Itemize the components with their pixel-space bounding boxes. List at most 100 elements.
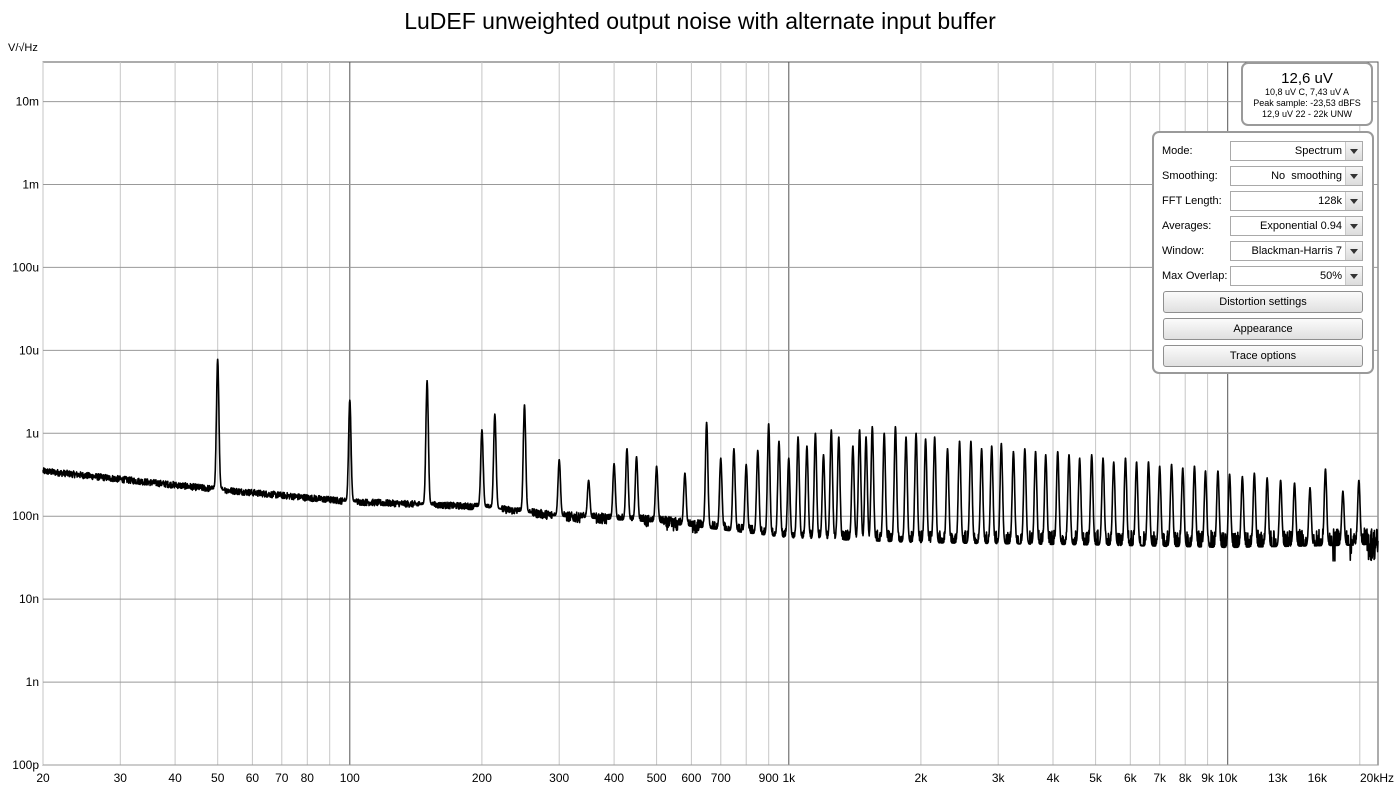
spectrum-peak-point <box>349 399 351 402</box>
spectrum-peak-point <box>1090 454 1093 456</box>
y-axis-unit: V/√Hz <box>8 42 38 54</box>
spectrum-peak-point <box>990 445 993 447</box>
chevron-down-icon[interactable] <box>1345 167 1362 185</box>
spectrum-peak-point <box>1147 461 1150 463</box>
spectrum-peak-point <box>1135 461 1138 463</box>
x-tick-label: 600 <box>681 771 701 785</box>
chevron-down-icon[interactable] <box>1345 192 1362 210</box>
overlap-row: Max Overlap: 50% <box>1162 266 1366 286</box>
spectrum-peak-point <box>814 432 817 435</box>
appearance-button[interactable]: Appearance <box>1163 318 1363 340</box>
spectrum-peak-point <box>1182 467 1184 469</box>
spectrum-peak-point <box>933 436 936 438</box>
x-tick-label: 30 <box>114 771 128 785</box>
x-tick-label: 8k <box>1179 771 1193 785</box>
y-tick-label: 100n <box>12 509 39 523</box>
overlap-label: Max Overlap: <box>1162 270 1228 282</box>
spectrum-peak-point <box>1158 465 1161 468</box>
spectrum-peak-point <box>1342 490 1344 493</box>
x-tick-label: 16k <box>1308 771 1328 785</box>
spectrum-peak-point <box>1000 442 1003 445</box>
spectrum-peak-point <box>778 440 780 443</box>
spectrum-peak-point <box>830 429 833 431</box>
spectrum-peak-point <box>1204 470 1207 472</box>
mode-select[interactable]: Spectrum <box>1230 141 1363 161</box>
overlap-select[interactable]: 50% <box>1230 266 1363 286</box>
x-tick-label: 200 <box>472 771 492 785</box>
spectrum-peak-point <box>1228 473 1231 476</box>
spectrum-peak-point <box>1309 487 1311 489</box>
spectrum-peak-point <box>797 436 799 438</box>
spectrum-peak-point <box>1068 454 1070 456</box>
x-tick-label: 700 <box>711 771 731 785</box>
settings-panel: Mode: Spectrum Smoothing: No smoothing F… <box>1152 131 1374 374</box>
averages-select[interactable]: Exponential 0.94 <box>1230 216 1363 236</box>
spectrum-peak-point <box>613 462 615 465</box>
x-tick-label: 300 <box>549 771 569 785</box>
measurement-readout: 12,6 uV 10,8 uV C, 7,43 uV A Peak sample… <box>1241 62 1373 126</box>
spectrum-peak-point <box>852 445 854 447</box>
spectrum-peak-point <box>635 456 638 458</box>
x-tick-label: 400 <box>604 771 624 785</box>
chevron-down-icon[interactable] <box>1345 142 1362 160</box>
spectrum-peak-point <box>757 449 759 452</box>
spectrum-peak-point <box>426 380 428 382</box>
fft-length-row: FFT Length: 128k <box>1162 191 1366 211</box>
fft-length-label: FFT Length: <box>1162 195 1222 207</box>
y-tick-label: 1u <box>26 426 39 440</box>
spectrum-peak-point <box>733 448 735 450</box>
distortion-settings-button[interactable]: Distortion settings <box>1163 291 1363 313</box>
fft-length-value: 128k <box>1318 195 1342 207</box>
window-select[interactable]: Blackman-Harris 7 <box>1230 241 1363 261</box>
x-tick-label: 80 <box>301 771 315 785</box>
smoothing-value: No smoothing <box>1271 170 1342 182</box>
chevron-down-icon[interactable] <box>1345 242 1362 260</box>
spectrum-peak-point <box>894 425 897 428</box>
y-tick-label: 10m <box>16 95 39 109</box>
spectrum-peak-point <box>745 463 747 466</box>
band-value: 12,9 uV 22 - 22k UNW <box>1261 109 1353 119</box>
trace-options-button[interactable]: Trace options <box>1163 345 1363 367</box>
spectrum-peak-point <box>788 457 790 460</box>
chevron-down-icon[interactable] <box>1345 267 1362 285</box>
chevron-down-icon[interactable] <box>1345 217 1362 235</box>
averages-value: Exponential 0.94 <box>1260 220 1342 232</box>
spectrum-peak-point <box>1266 477 1268 479</box>
smoothing-select[interactable]: No smoothing <box>1230 166 1363 186</box>
spectrum-peak-point <box>1112 461 1115 463</box>
y-tick-label: 1m <box>22 178 39 192</box>
spectrum-peak-point <box>1012 450 1015 453</box>
x-tick-label: 7k <box>1153 771 1167 785</box>
x-tick-label: 40 <box>168 771 182 785</box>
x-tick-label: 5k <box>1089 771 1103 785</box>
spectrum-peak-point <box>1241 475 1244 478</box>
spectrum-peak-point <box>1124 457 1127 460</box>
chart-title: LuDEF unweighted output noise with alter… <box>404 8 996 34</box>
x-tick-label: 900 <box>759 771 779 785</box>
mode-label: Mode: <box>1162 145 1193 157</box>
averages-row: Averages: Exponential 0.94 <box>1162 216 1366 236</box>
window-value: Blackman-Harris 7 <box>1251 245 1342 257</box>
peak-sample: Peak sample: -23,53 dBFS <box>1253 98 1361 108</box>
spectrum-peak-point <box>1217 470 1219 472</box>
spectrum-peak-point <box>1253 472 1256 475</box>
x-tick-label: 3k <box>992 771 1006 785</box>
spectrum-peak-point <box>1293 482 1296 485</box>
x-tick-label: 2k <box>915 771 929 785</box>
x-tick-label: 20kHz <box>1360 771 1394 785</box>
x-tick-label: 50 <box>211 771 225 785</box>
spectrum-peak-point <box>1078 457 1081 460</box>
spectrum-peak-point <box>915 432 917 435</box>
trace-group <box>42 358 1379 562</box>
mode-value: Spectrum <box>1294 145 1342 157</box>
spectrum-peak-point <box>970 440 972 443</box>
fft-length-select[interactable]: 128k <box>1230 191 1363 211</box>
spectrum-peak-point <box>216 358 219 361</box>
y-tick-label: 100p <box>12 758 39 772</box>
spectrum-peak-point <box>883 432 885 435</box>
spectrum-peak-point <box>1193 465 1196 468</box>
x-tick-label: 70 <box>275 771 289 785</box>
spectrum-peak-point <box>558 458 560 461</box>
